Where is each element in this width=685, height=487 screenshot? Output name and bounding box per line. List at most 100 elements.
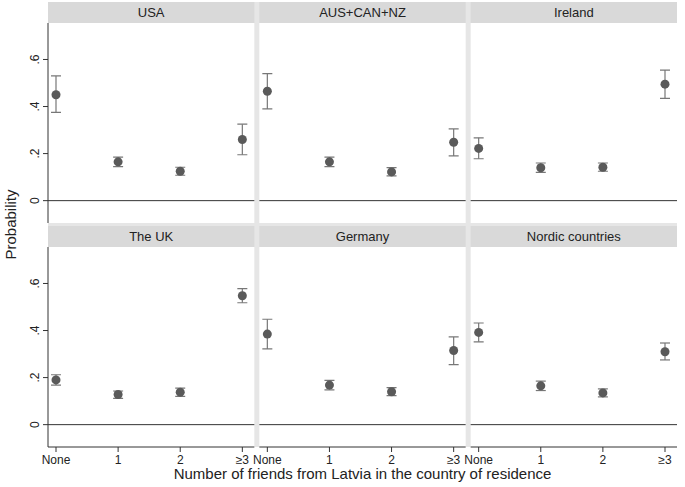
plot-area — [259, 23, 465, 223]
y-axis-title: Probability — [2, 189, 19, 260]
reference-line — [48, 424, 254, 425]
error-bar — [262, 74, 272, 109]
point — [598, 388, 607, 397]
panel-header — [471, 226, 677, 247]
point — [449, 138, 458, 147]
point — [536, 381, 545, 390]
panel-header — [259, 2, 465, 23]
y-tick — [43, 200, 48, 201]
marks — [262, 74, 458, 177]
x-tick — [267, 447, 268, 452]
x-tick — [665, 447, 666, 452]
point — [263, 87, 272, 96]
y-tick — [43, 330, 48, 331]
point — [387, 387, 396, 396]
reference-line — [48, 200, 254, 201]
error-bar — [51, 375, 61, 385]
reference-line — [471, 424, 677, 425]
y-tick-label: .2 — [28, 372, 42, 382]
plot-area — [259, 247, 465, 447]
panel-title: USA — [138, 5, 165, 20]
point — [238, 135, 247, 144]
error-bar — [536, 381, 546, 390]
y-tick-label: .4 — [28, 101, 42, 111]
error-bar-cap — [474, 158, 484, 159]
marks — [262, 319, 458, 396]
chart: USA0.2.4.6AUS+CAN+NZIrelandThe UK0.2.4.6… — [0, 0, 685, 487]
reference-line — [259, 424, 465, 425]
error-bar — [237, 124, 247, 155]
error-bar-cap — [51, 112, 61, 113]
error-bar — [51, 76, 61, 112]
error-bar-cap — [660, 342, 670, 343]
error-bar-cap — [262, 319, 272, 320]
error-bar-cap — [449, 336, 459, 337]
y-tick-label: 0 — [28, 197, 42, 204]
panel: GermanyNone12≥3 — [253, 226, 466, 467]
error-bar-cap — [474, 137, 484, 138]
panel-header — [259, 226, 465, 247]
error-bar-cap — [51, 385, 61, 386]
error-bar — [598, 163, 608, 171]
error-bar — [474, 138, 484, 159]
point — [176, 388, 185, 397]
panel-title: Ireland — [554, 5, 594, 20]
marks — [474, 70, 670, 172]
panel-title: Germany — [336, 229, 390, 244]
point — [52, 90, 61, 99]
point — [114, 157, 123, 166]
panel: USA0.2.4.6 — [28, 2, 254, 223]
error-bar-cap — [449, 155, 459, 156]
x-tick — [180, 447, 181, 452]
panel-title: The UK — [129, 229, 173, 244]
error-bar-cap — [660, 359, 670, 360]
panel: Nordic countriesNone12≥3 — [464, 226, 677, 467]
error-bar-cap — [474, 341, 484, 342]
error-bar — [598, 389, 608, 397]
x-tick-label: None — [42, 453, 71, 467]
y-tick-label: .2 — [28, 148, 42, 158]
point — [52, 375, 61, 384]
panel: AUS+CAN+NZ — [259, 2, 465, 223]
x-tick — [540, 447, 541, 452]
panel-title: Nordic countries — [527, 229, 621, 244]
y-axis — [48, 23, 49, 223]
point — [474, 144, 483, 153]
error-bar-cap — [51, 374, 61, 375]
error-bar — [324, 380, 334, 389]
x-tick — [391, 447, 392, 452]
panel-header — [48, 2, 254, 23]
error-bar-cap — [51, 75, 61, 76]
point — [325, 157, 334, 166]
x-tick — [602, 447, 603, 452]
error-bar-cap — [262, 73, 272, 74]
panel: Ireland — [471, 2, 677, 223]
error-bar-cap — [449, 364, 459, 365]
error-bar — [449, 337, 459, 365]
y-tick — [43, 283, 48, 284]
point — [325, 381, 334, 390]
error-bar-cap — [237, 288, 247, 289]
error-bar-cap — [262, 348, 272, 349]
point — [176, 167, 185, 176]
error-bar-cap — [237, 154, 247, 155]
y-tick — [43, 424, 48, 425]
error-bar — [449, 129, 459, 156]
error-bar — [175, 388, 185, 396]
error-bar-cap — [660, 69, 670, 70]
reference-line — [259, 200, 465, 201]
error-bar — [536, 163, 546, 172]
point — [387, 167, 396, 176]
point — [661, 80, 670, 89]
point — [238, 291, 247, 300]
panel: The UK0.2.4.6None12≥3 — [28, 226, 254, 467]
x-tick — [56, 447, 57, 452]
panel-header — [48, 226, 254, 247]
point — [661, 347, 670, 356]
marks — [474, 323, 670, 397]
error-bar — [113, 391, 123, 398]
y-tick-label: .6 — [28, 278, 42, 288]
error-bar — [387, 388, 397, 396]
error-bar-cap — [237, 124, 247, 125]
error-bar-cap — [474, 322, 484, 323]
